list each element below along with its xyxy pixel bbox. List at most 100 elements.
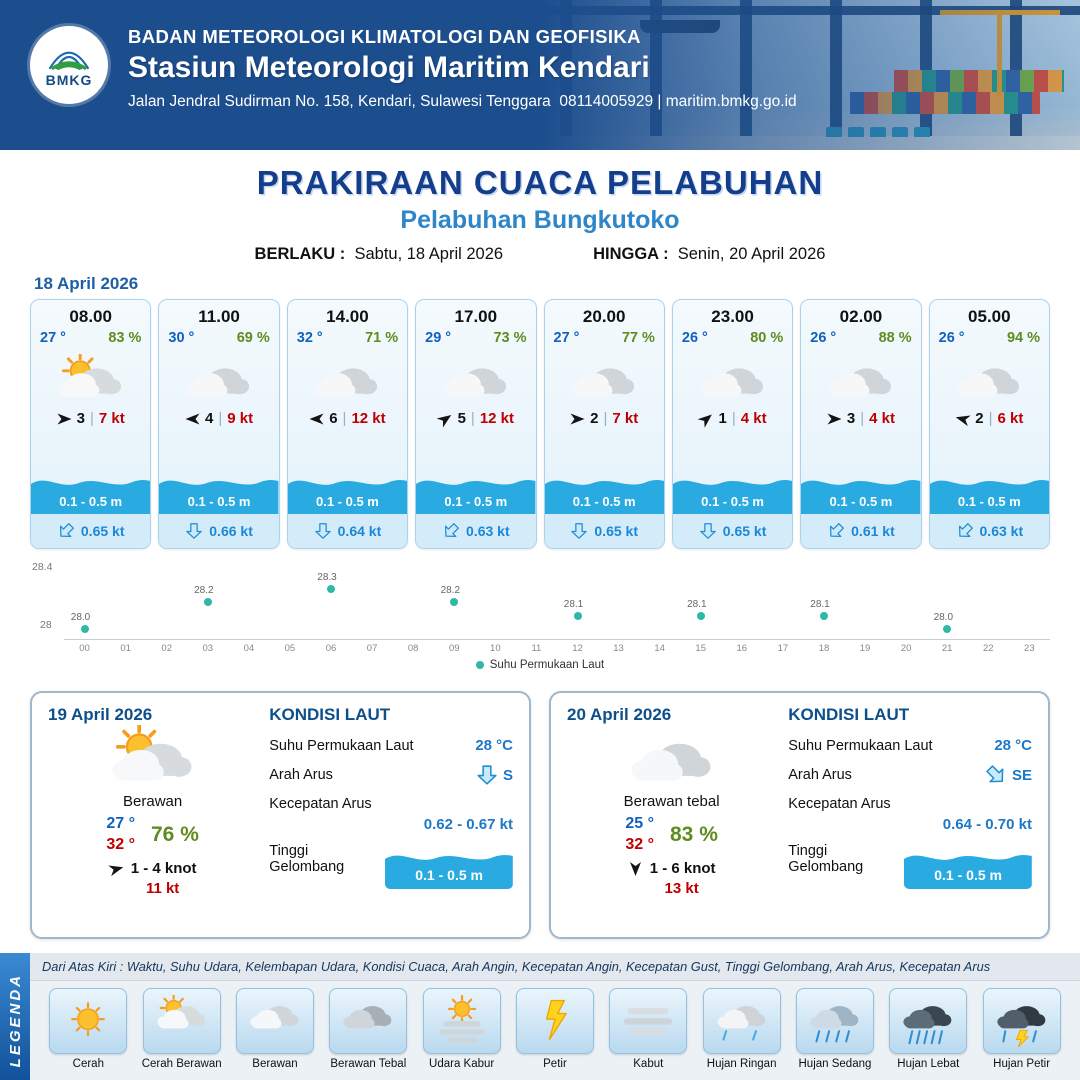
legend-item-label: Hujan Ringan — [706, 1058, 777, 1070]
x-tick-label: 16 — [736, 643, 748, 654]
hourly-forecast-card: 11.00 30 ° 69 % 4 | 9 kt 0.1 - 0.5 m 0.6… — [158, 299, 280, 549]
humidity: 83 % — [670, 822, 718, 846]
wave-icon — [159, 480, 279, 514]
x-tick-label: 05 — [284, 643, 296, 654]
current-speed: 0.65 kt — [722, 523, 767, 539]
hujan-sedang-icon — [810, 1006, 859, 1043]
wind-speed-range: 1 - 4 knot — [130, 860, 197, 877]
chart-point-label: 28.0 — [70, 612, 91, 623]
humidity: 73 % — [493, 330, 527, 346]
air-temperature: 32 ° — [296, 330, 323, 346]
legend-icon-tile — [795, 988, 874, 1054]
daily-summary-row: 19 April 2026 Berawan 27 ° 32 ° 76 % 1 -… — [30, 691, 1050, 939]
hourly-forecast-card: 23.00 26 ° 80 % 1 | 4 kt 0.1 - 0.5 m 0.6… — [671, 299, 794, 549]
time-label: 17.00 — [454, 307, 498, 326]
wind-arrow-icon — [570, 413, 585, 424]
wind-arrow-icon — [955, 414, 971, 426]
legend-icon-tile — [515, 988, 594, 1054]
current-arrow-icon — [59, 523, 74, 538]
wind-direction-icon — [435, 409, 454, 428]
cerah-berawan-icon — [157, 995, 205, 1029]
current-speed: 0.65 kt — [80, 523, 125, 539]
station-contact: 08114005929 | maritim.bmkg.go.id — [559, 93, 797, 110]
legend-item-label: Petir — [543, 1058, 567, 1070]
wind-speed: 6 — [329, 410, 338, 427]
weather-icon — [930, 346, 1049, 410]
chart-point-label: 28.1 — [810, 598, 830, 610]
berawan-icon — [700, 368, 763, 398]
wind-arrow-icon — [827, 413, 842, 424]
time-label: 05.00 — [968, 307, 1011, 326]
current-arrow-icon — [830, 523, 845, 538]
legend-icon-tile — [329, 988, 408, 1054]
gust-speed: 12 kt — [479, 410, 515, 427]
current-speed: 0.63 kt — [979, 523, 1024, 539]
udara-kabur-icon — [439, 995, 484, 1044]
wind-direction-icon — [57, 413, 72, 425]
header: BMKG BADAN METEOROLOGI KLIMATOLOGI DAN G… — [0, 0, 1080, 150]
wave-icon — [544, 480, 664, 514]
berawan-icon — [315, 368, 378, 398]
chart-point-label: 28.1 — [563, 598, 584, 610]
weather-icon — [31, 346, 150, 410]
current-direction-icon — [438, 518, 463, 543]
x-tick-label: 03 — [202, 643, 214, 654]
sst-label: Suhu Permukaan Laut — [269, 737, 414, 754]
legend-item-label: Udara Kabur — [429, 1058, 495, 1070]
air-temperature: 27 ° — [553, 330, 580, 346]
chart-point-label: 28.2 — [440, 585, 461, 597]
wave-height: 0.1 - 0.5 m — [316, 494, 379, 509]
current-arrow-icon — [186, 523, 203, 539]
berawan-icon — [187, 368, 250, 398]
wind-speed: 2 — [975, 410, 984, 427]
gust-speed: 6 kt — [997, 410, 1024, 427]
chart-point — [450, 598, 459, 607]
legend-item: Berawan Tebal — [325, 988, 411, 1070]
wind-arrow-icon — [185, 413, 200, 424]
wave-icon — [385, 855, 513, 889]
current-direction-icon — [952, 518, 977, 543]
station-address: Jalan Jendral Sudirman No. 158, Kendari,… — [128, 93, 797, 110]
current-speed: 0.64 kt — [337, 523, 382, 539]
humidity: 83 % — [108, 330, 142, 346]
hourly-forecast-card: 08.00 27 ° 83 % 3 | 7 kt 0.1 - 0.5 m 0.6… — [30, 299, 152, 549]
legend-item-label: Cerah Berawan — [141, 1058, 222, 1070]
temperature-max: 32 ° — [106, 836, 135, 853]
x-tick-label: 17 — [777, 643, 789, 654]
legend-item: Hujan Ringan — [699, 988, 785, 1070]
x-tick-label: 11 — [531, 643, 542, 654]
legend-item: Cerah Berawan — [139, 988, 225, 1070]
wave-height: 0.1 - 0.5 m — [187, 494, 251, 509]
current-arrow-icon — [958, 523, 973, 538]
wind-arrow-icon — [436, 414, 451, 428]
wind-direction-icon — [696, 409, 715, 428]
wave-height: 0.1 - 0.5 m — [829, 494, 893, 509]
legend-item-label: Hujan Sedang — [798, 1058, 872, 1070]
x-tick-label: 00 — [79, 643, 90, 654]
wave-height-graphic: 0.1 - 0.5 m — [385, 843, 513, 889]
x-tick-label: 08 — [407, 643, 419, 654]
current-direction-icon — [699, 522, 717, 540]
title-block: PRAKIRAAN CUACA PELABUHAN Pelabuhan Bung… — [0, 150, 1080, 264]
wind-speed: 3 — [846, 410, 856, 427]
wind-direction-icon — [570, 413, 585, 425]
current-arrow-icon — [986, 765, 1004, 783]
wind-direction-icon — [309, 413, 324, 425]
gust-speed: 4 kt — [740, 410, 767, 427]
x-tick-label: 09 — [448, 643, 460, 654]
wave-height-band: 0.1 - 0.5 m — [672, 468, 793, 514]
current-direction: SE — [1011, 766, 1032, 784]
hourly-forecast-card: 17.00 29 ° 73 % 5 | 12 kt 0.1 - 0.5 m 0.… — [415, 299, 537, 549]
humidity: 88 % — [878, 330, 912, 346]
legend-item-label: Hujan Lebat — [897, 1058, 960, 1070]
x-tick-label: 22 — [982, 643, 994, 654]
x-tick-label: 20 — [900, 643, 912, 654]
wave-height: 0.1 - 0.5 m — [957, 494, 1021, 509]
weather-condition: Berawan — [123, 793, 183, 810]
legend-item-label: Berawan — [252, 1058, 298, 1070]
chart-point — [203, 598, 212, 607]
weather-icon — [107, 723, 199, 792]
legend-item: Petir — [512, 988, 598, 1070]
wind-speed: 3 — [76, 410, 85, 427]
humidity: 94 % — [1006, 330, 1040, 346]
